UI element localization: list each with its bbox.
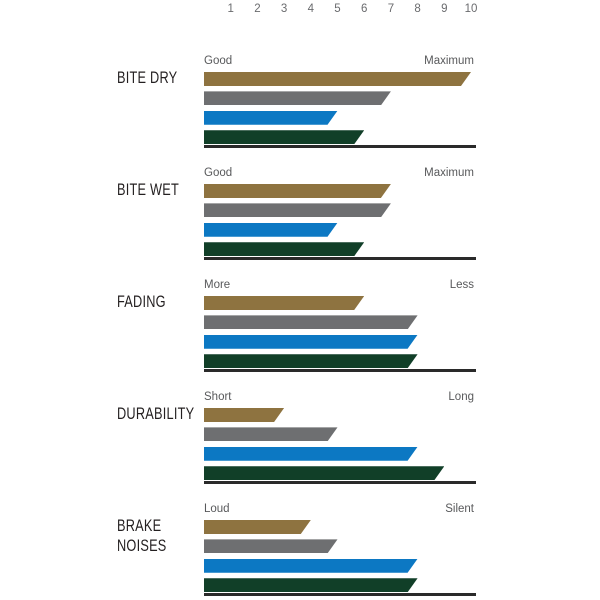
category-plot-area: More Less <box>204 279 494 391</box>
category-group-5: BRAKE NOISES Loud Silent <box>0 503 600 600</box>
scale-start-label: More <box>204 279 231 291</box>
category-group-2: BITE WET Good Maximum <box>0 167 600 279</box>
scale-start-label: Good <box>204 55 233 67</box>
category-label: BITE WET <box>117 180 180 199</box>
axis-tick-label: 6 <box>360 3 368 15</box>
baseline-rule <box>204 593 476 596</box>
axis-tick-label: 5 <box>334 3 341 15</box>
bar-gray <box>204 315 418 329</box>
axis-tick-label: 8 <box>414 3 421 15</box>
bar-blue <box>204 111 338 125</box>
category-group-1: BITE DRY Good Maximum <box>0 55 600 167</box>
axis-tick-label: 3 <box>280 3 288 15</box>
axis-tick-label: 10 <box>464 3 478 15</box>
bar-gold <box>204 296 364 310</box>
baseline-rule <box>204 481 476 484</box>
bar-green <box>204 242 364 256</box>
axis-tick-label: 4 <box>307 3 314 15</box>
bar-gold <box>204 408 284 422</box>
bar-gold <box>204 72 471 86</box>
bar-gold <box>204 184 391 198</box>
bar-gray <box>204 539 338 553</box>
category-plot-area: Good Maximum <box>204 167 494 279</box>
bar-gray <box>204 91 391 105</box>
baseline-rule <box>204 145 476 148</box>
category-group-3: FADING More Less <box>0 279 600 391</box>
bar-gold <box>204 520 311 534</box>
bar-green <box>204 466 444 480</box>
category-label: BITE DRY <box>117 68 178 87</box>
bar-green <box>204 130 364 144</box>
axis-tick-label: 2 <box>254 3 261 15</box>
scale-end-label: Less <box>449 279 474 291</box>
category-plot-area: Loud Silent <box>204 503 494 600</box>
category-plot-area: Short Long <box>204 391 494 503</box>
bar-gray <box>204 203 391 217</box>
scale-end-label: Maximum <box>424 55 474 67</box>
scale-end-label: Silent <box>445 503 474 515</box>
bar-blue <box>204 223 338 237</box>
bar-green <box>204 578 418 592</box>
scale-axis: 1 2 3 4 5 6 7 8 9 10 <box>204 3 494 17</box>
bar-blue <box>204 447 418 461</box>
category-plot-area: Good Maximum <box>204 55 494 167</box>
axis-tick-label: 7 <box>387 3 395 15</box>
category-label: BRAKE NOISES <box>117 516 167 555</box>
scale-end-label: Maximum <box>424 167 474 179</box>
scale-start-label: Good <box>204 167 233 179</box>
baseline-rule <box>204 369 476 372</box>
axis-tick-label: 9 <box>441 3 448 15</box>
category-group-4: DURABILITY Short Long <box>0 391 600 503</box>
scale-start-label: Short <box>204 391 232 403</box>
category-label: DURABILITY <box>117 404 195 423</box>
bar-blue <box>204 559 418 573</box>
bar-gray <box>204 427 338 441</box>
bar-green <box>204 354 418 368</box>
axis-tick-label: 1 <box>227 3 234 15</box>
bar-blue <box>204 335 418 349</box>
category-label: FADING <box>117 292 166 311</box>
scale-end-label: Long <box>448 391 474 403</box>
scale-start-label: Loud <box>204 503 230 515</box>
baseline-rule <box>204 257 476 260</box>
